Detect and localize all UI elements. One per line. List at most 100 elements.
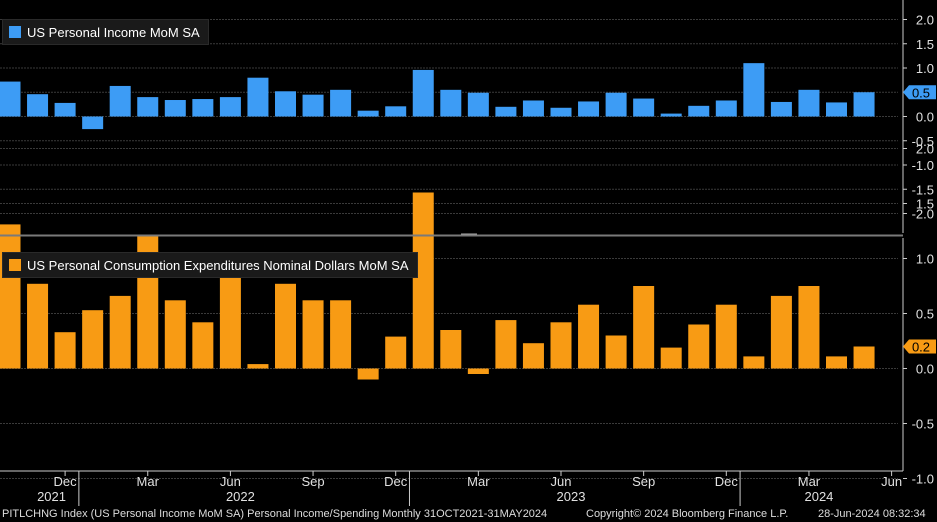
income-bar [853,92,875,117]
income-bar [137,97,159,117]
pce-bar [27,283,49,369]
pce-bar [330,300,352,369]
x-month-label: Jun [220,474,241,489]
income-bar [798,89,820,117]
x-year-label: 2022 [226,489,255,504]
income-bar [385,106,407,117]
income-bar [275,91,296,117]
income-bar [550,107,572,117]
pce-ytick-label: 0.0 [916,362,934,377]
pce-legend-label: US Personal Consumption Expenditures Nom… [27,257,409,273]
pce-ytick-label: 0.5 [916,307,934,322]
income-ytick-label: 0.0 [916,110,934,125]
x-month-label: Dec [54,474,78,489]
income-bar [302,94,324,117]
x-month-label: Dec [384,474,408,489]
income-ytick-label: -1.5 [912,182,934,197]
pce-bar [495,320,517,369]
pce-bar [275,283,296,369]
income-legend: US Personal Income MoM SA [2,19,209,45]
income-bar [826,102,847,117]
pce-bar [164,300,186,369]
income-bar [219,97,241,117]
income-ytick-label: -2.0 [912,207,934,222]
footer-source: PITLCHNG Index (US Personal Income MoM S… [2,508,548,520]
income-bar [440,89,462,117]
pce-bar [440,330,462,369]
pce-ytick-label: -1.0 [912,472,934,487]
x-year-label: 2021 [37,489,66,504]
pce-bar [82,310,104,369]
pce-bar [715,304,737,369]
pce-bar [219,264,241,369]
income-bar [27,94,49,117]
pce-bar [54,332,76,369]
income-legend-swatch [9,26,21,38]
footer: PITLCHNG Index (US Personal Income MoM S… [0,507,937,522]
income-bar [330,89,352,117]
pce-ytick-label: -0.5 [912,417,934,432]
pce-bar [578,304,600,369]
x-month-label: Dec [715,474,739,489]
pce-bar [357,368,379,380]
chart-canvas: 2.0 1.5 1.0 0.5 0.0 -0.5 -1.0 -1.5 -2.0 0.5 2.0 1.5… [0,0,936,506]
income-bar [522,100,544,117]
income-ytick-label: -1.0 [912,158,934,173]
pce-bar [826,356,847,369]
income-bar [164,100,186,117]
pce-bar [798,286,820,369]
x-month-label: Mar [137,474,160,489]
income-bar [0,81,21,117]
income-bar [660,113,682,117]
x-month-label: Mar [467,474,490,489]
income-bar [357,110,379,117]
income-bar [688,105,710,117]
pce-bar [633,286,655,369]
x-month-label: Jun [881,474,902,489]
income-bar [192,99,214,117]
pce-last-value-label: 0.2 [912,340,930,355]
income-last-value-label: 0.5 [912,85,930,100]
income-bar [82,116,104,130]
x-month-label: Mar [798,474,821,489]
income-bar [54,102,76,117]
income-bar [715,100,737,117]
pce-ytick-label: 2.0 [916,142,934,157]
pce-ytick-label: 1.0 [916,252,934,267]
income-ytick-label: 2.0 [916,13,934,28]
pce-legend: US Personal Consumption Expenditures Nom… [2,252,418,278]
x-year-label: 2024 [804,489,833,504]
income-bar [633,98,655,117]
pce-bar [412,192,434,369]
income-bar [247,77,269,117]
x-month-label: Sep [301,474,324,489]
pce-bar [247,364,269,369]
pce-bar [0,224,21,369]
pce-bar [770,295,792,369]
x-month-label: Jun [551,474,572,489]
pce-bar [605,335,627,369]
pce-bar [109,295,131,369]
income-bar [770,101,792,117]
pce-bar [385,336,407,369]
income-bar [743,63,765,117]
x-month-label: Sep [632,474,655,489]
income-bar [467,92,489,117]
income-bar [412,69,434,117]
footer-copyright: Copyright© 2024 Bloomberg Finance L.P. [586,508,789,520]
pce-bar [522,343,544,369]
pce-bar [853,346,875,369]
income-ytick-label: -0.5 [912,134,934,149]
income-bar [578,101,600,117]
pce-bar [688,324,710,369]
income-bar [109,85,131,117]
pce-bar [660,347,682,369]
income-ytick-label: 1.0 [916,61,934,76]
pce-bar [550,322,572,369]
income-last-value-tag [903,85,936,100]
income-legend-label: US Personal Income MoM SA [27,24,200,40]
footer-timestamp: 28-Jun-2024 08:32:34 [818,508,926,520]
income-bar [495,106,517,117]
pce-legend-swatch [9,259,21,271]
pce-ytick-label: 1.5 [916,197,934,212]
